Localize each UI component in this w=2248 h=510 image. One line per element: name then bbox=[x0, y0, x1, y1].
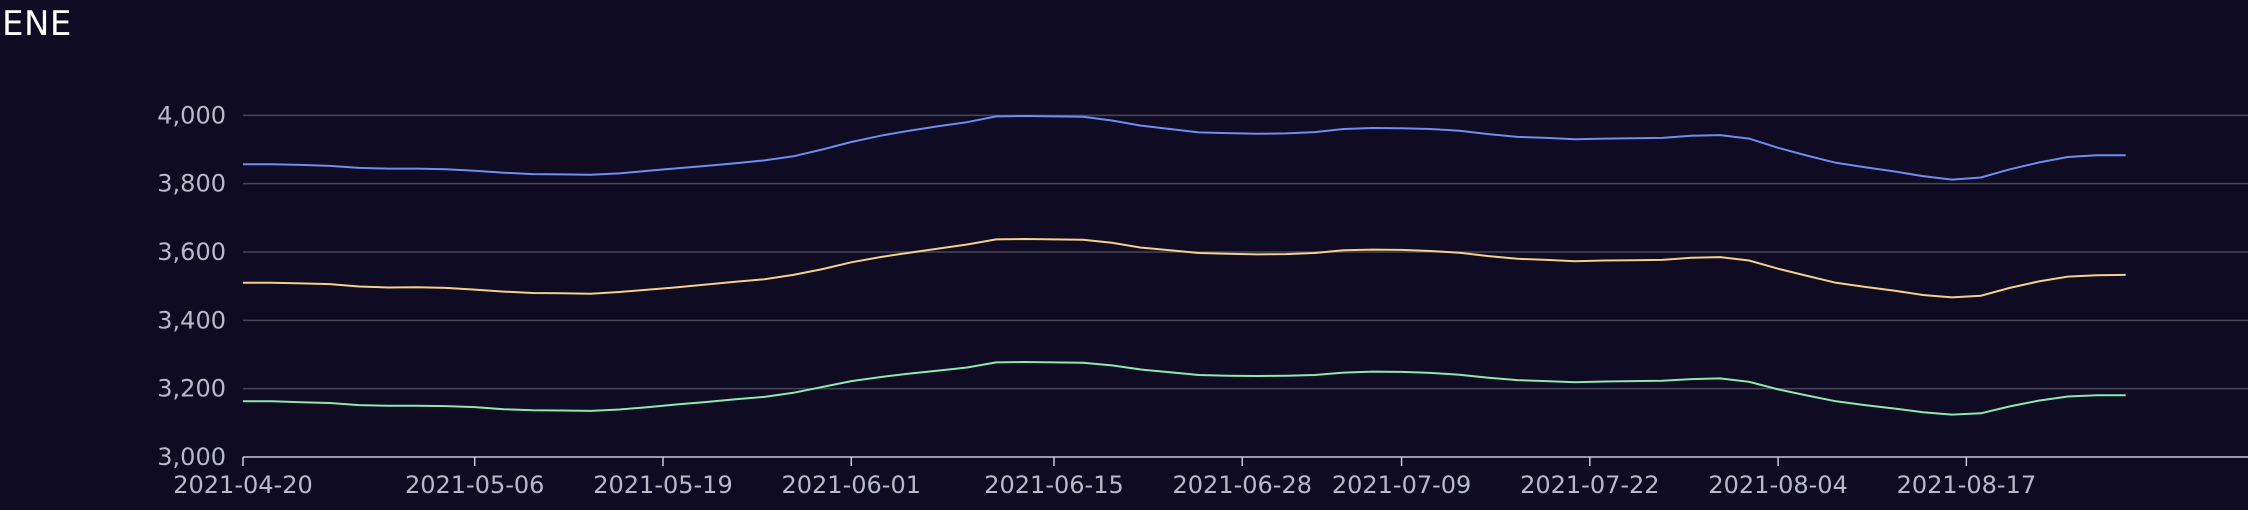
x-tick-label: 2021-07-09 bbox=[1332, 471, 1471, 499]
y-tick-label: 3,200 bbox=[157, 375, 226, 403]
series-line-3 bbox=[243, 360, 2126, 416]
y-tick-label: 3,800 bbox=[157, 170, 226, 198]
series-lines bbox=[243, 114, 2126, 416]
y-tick-label: 4,000 bbox=[157, 101, 226, 129]
x-tick-label: 2021-05-06 bbox=[405, 471, 544, 499]
x-tick-label: 2021-04-20 bbox=[173, 471, 312, 499]
x-tick-label: 2021-06-15 bbox=[984, 471, 1123, 499]
y-axis-ticks: 3,000 3,200 3,400 3,600 3,800 4,000 bbox=[157, 101, 226, 471]
y-tick-label: 3,600 bbox=[157, 238, 226, 266]
x-tick-label: 2021-07-22 bbox=[1520, 471, 1659, 499]
series-line-1 bbox=[243, 114, 2126, 181]
x-tick-label: 2021-08-04 bbox=[1708, 471, 1847, 499]
y-tick-label: 3,400 bbox=[157, 306, 226, 334]
x-axis-ticks: 2021-04-20 2021-05-06 2021-05-19 2021-06-01… bbox=[173, 457, 2036, 499]
x-tick-label: 2021-06-01 bbox=[782, 471, 921, 499]
x-tick-label: 2021-05-19 bbox=[593, 471, 732, 499]
chart-title: ENE bbox=[2, 4, 72, 44]
series-line-2 bbox=[243, 237, 2126, 299]
x-tick-label: 2021-06-28 bbox=[1173, 471, 1312, 499]
gridlines bbox=[243, 114, 2248, 390]
x-tick-label: 2021-08-17 bbox=[1897, 471, 2036, 499]
y-tick-label: 3,000 bbox=[157, 443, 226, 471]
